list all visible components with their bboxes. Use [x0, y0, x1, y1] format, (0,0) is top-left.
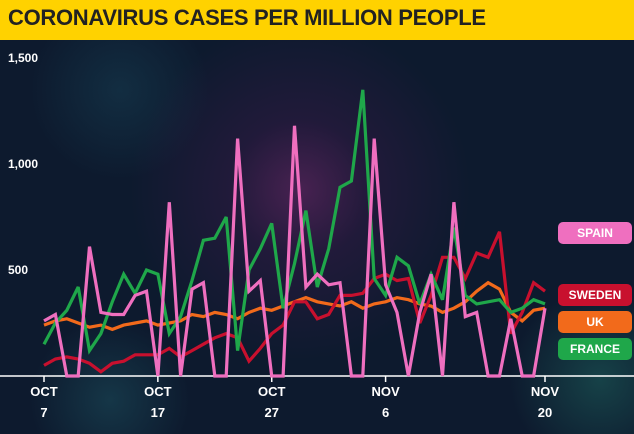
y-tick-label: 1,000	[8, 157, 38, 171]
x-tick-label-month: OCT	[258, 384, 286, 399]
series-line-uk	[43, 280, 546, 332]
title-bar: CORONAVIRUS CASES PER MILLION PEOPLE	[0, 0, 634, 40]
series-line-spain	[43, 125, 547, 378]
x-tick-label-month: NOV	[531, 384, 560, 399]
legend-spain: SPAIN	[558, 222, 632, 244]
chart-lines	[42, 89, 547, 378]
chart-title: CORONAVIRUS CASES PER MILLION PEOPLE	[8, 5, 486, 30]
series-line-sweden	[43, 231, 546, 374]
x-tick-label-month: OCT	[30, 384, 58, 399]
x-tick-label-day: 6	[382, 405, 389, 420]
legend-uk: UK	[558, 311, 632, 333]
x-tick-label-day: 27	[264, 405, 278, 420]
x-tick-label-month: OCT	[144, 384, 172, 399]
legend-france: FRANCE	[558, 338, 632, 360]
y-tick-label: 500	[8, 263, 28, 277]
legend-sweden: SWEDEN	[558, 284, 632, 306]
y-tick-label: 1,500	[8, 51, 38, 65]
x-tick-label-day: 17	[151, 405, 165, 420]
x-tick-label-month: NOV	[372, 384, 401, 399]
x-tick-label-day: 7	[40, 405, 47, 420]
chart-axes	[0, 375, 634, 382]
chart-labels: 500 1,000 1,500 OCT 7 OCT 17 OCT 27 NOV 6 NOV 20	[8, 51, 559, 420]
x-tick-label-day: 20	[538, 405, 552, 420]
